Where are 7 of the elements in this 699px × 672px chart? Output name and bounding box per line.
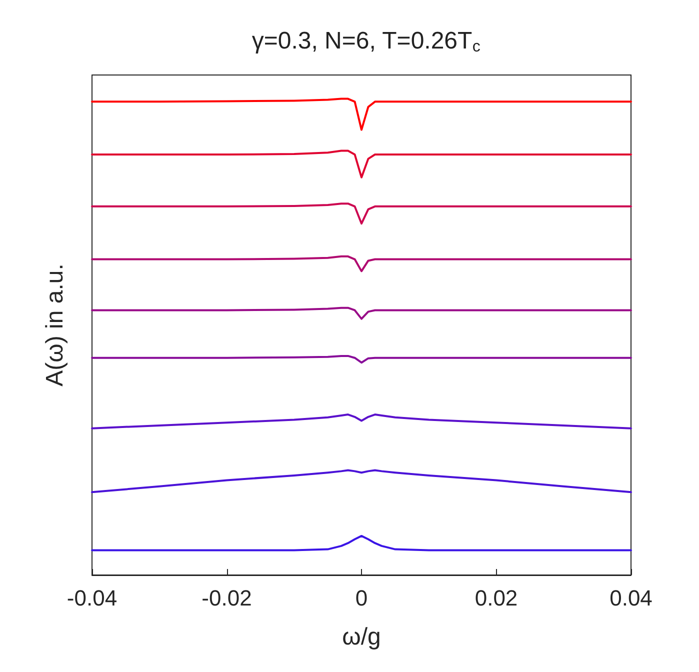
x-axis-title: ω/g	[342, 624, 381, 650]
y-axis-title: A(ω) in a.u.	[42, 264, 68, 386]
x-tick-label: 0.04	[610, 586, 652, 610]
x-tick-label: 0	[355, 586, 368, 610]
x-tick-label: -0.04	[66, 586, 118, 610]
x-tick-label: 0.02	[474, 586, 518, 610]
x-tick-label: -0.02	[202, 586, 252, 610]
